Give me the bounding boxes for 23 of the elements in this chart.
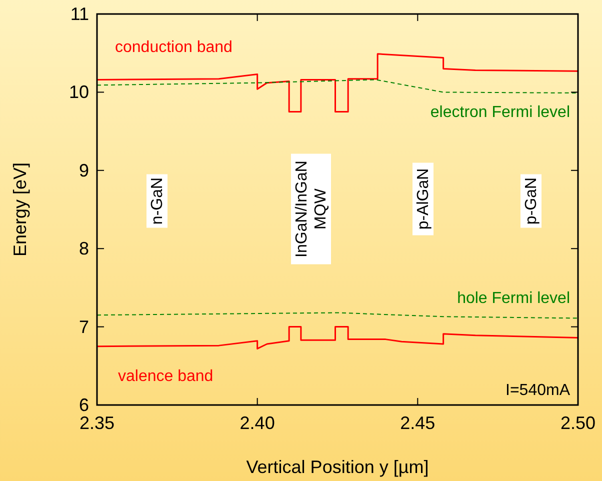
annotation: I=540mA bbox=[506, 382, 570, 399]
x-tick-label: 2.45 bbox=[400, 413, 436, 433]
series-label: conduction band bbox=[115, 39, 232, 56]
series-label: valence band bbox=[118, 368, 214, 385]
y-tick-label: 6 bbox=[78, 395, 89, 415]
annotation: p-AlGaN bbox=[415, 168, 432, 230]
x-tick-label: 2.40 bbox=[240, 413, 275, 433]
annotation: p-GaN bbox=[523, 177, 540, 225]
x-tick-label: 2.50 bbox=[560, 413, 596, 433]
x-axis-title: Vertical Position y [µm] bbox=[246, 457, 429, 477]
series-label: hole Fermi level bbox=[457, 290, 570, 307]
y-tick-label: 11 bbox=[70, 4, 89, 24]
series-label: electron Fermi level bbox=[430, 104, 570, 121]
y-tick-label: 10 bbox=[68, 82, 89, 102]
line-series bbox=[96, 326, 579, 350]
y-tick-label: 8 bbox=[78, 238, 89, 259]
y-tick-label: 7 bbox=[78, 316, 89, 337]
y-axis-title: Energy [eV] bbox=[10, 162, 30, 257]
annotation: InGaN/InGaN MQW bbox=[294, 160, 330, 258]
annotation: n-GaN bbox=[149, 177, 166, 225]
x-tick-label: 2.35 bbox=[79, 413, 115, 433]
line-series bbox=[96, 79, 578, 94]
y-tick-label: 9 bbox=[78, 160, 89, 180]
